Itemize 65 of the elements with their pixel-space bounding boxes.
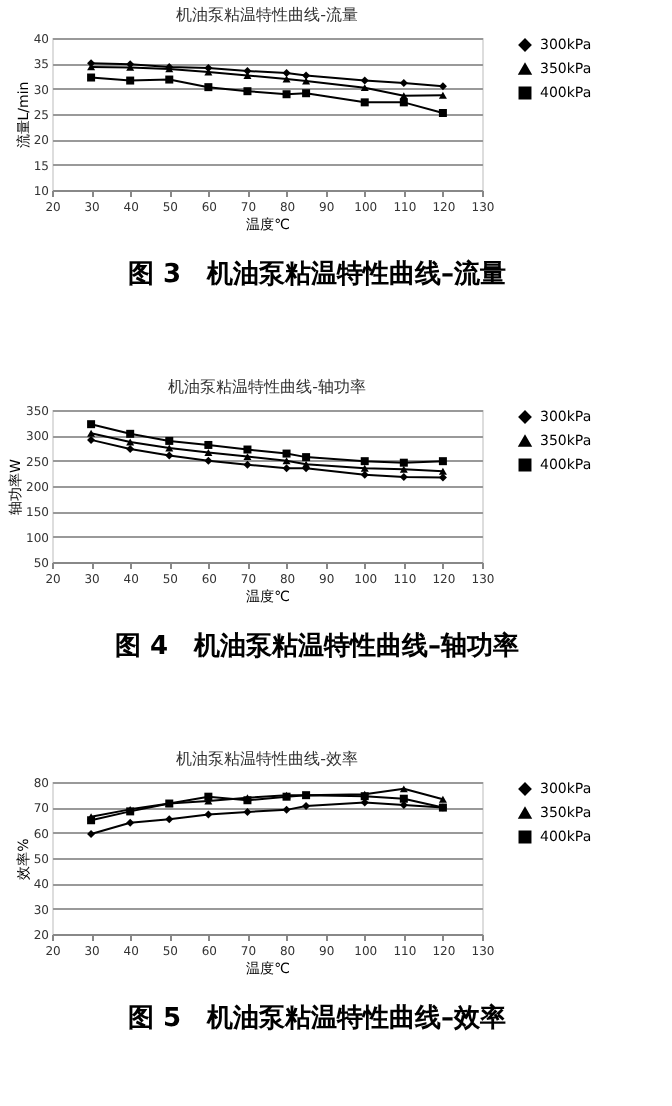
caption: 图 3 机油泵粘温特性曲线–流量: [127, 258, 507, 290]
point: [282, 449, 291, 458]
point: [302, 460, 311, 468]
point: [360, 470, 369, 479]
point: [302, 77, 311, 85]
point: [204, 456, 213, 465]
point: [438, 82, 447, 91]
point: [126, 445, 135, 454]
line-series: [87, 429, 447, 475]
point: [282, 75, 291, 83]
point: [204, 792, 213, 801]
point: [360, 457, 369, 466]
point: [243, 445, 252, 454]
point: [165, 451, 174, 460]
point: [282, 464, 291, 473]
point: [87, 73, 96, 82]
point: [302, 453, 311, 462]
point: [243, 66, 252, 75]
caption: 图 5 机油泵粘温特性曲线–效率: [127, 1002, 507, 1034]
point: [360, 98, 369, 107]
point: [87, 829, 96, 838]
point: [282, 68, 291, 77]
point: [87, 420, 96, 429]
point: [204, 810, 213, 819]
point: [302, 802, 311, 811]
point: [282, 805, 291, 814]
point: [165, 815, 174, 824]
point: [438, 795, 447, 803]
point: [302, 89, 311, 98]
point: [438, 467, 447, 475]
point: [243, 460, 252, 469]
point: [126, 429, 135, 438]
point: [87, 429, 96, 437]
point: [126, 76, 135, 85]
point: [243, 807, 252, 816]
chart-title: 机油泵粘温特性曲线-轴功率: [168, 378, 366, 396]
point: [165, 436, 174, 445]
point: [399, 465, 408, 473]
point: [360, 84, 369, 92]
point: [360, 464, 369, 472]
point: [399, 794, 408, 803]
point: [243, 453, 252, 461]
point: [87, 435, 96, 444]
point: [282, 457, 291, 465]
point: [399, 79, 408, 88]
point: [243, 87, 252, 96]
point: [399, 458, 408, 467]
point: [302, 71, 311, 80]
caption: 图 4 机油泵粘温特性曲线–轴功率: [114, 630, 520, 662]
point: [438, 457, 447, 466]
point: [399, 472, 408, 481]
point: [204, 440, 213, 449]
point: [438, 473, 447, 482]
point: [165, 75, 174, 84]
point: [126, 818, 135, 827]
point: [360, 76, 369, 85]
chart-title: 机油泵粘温特性曲线-流量: [176, 6, 358, 24]
point: [438, 91, 447, 99]
chart-title: 机油泵粘温特性曲线-效率: [176, 750, 358, 768]
point: [204, 83, 213, 92]
point: [243, 72, 252, 79]
point: [438, 108, 447, 117]
point: [204, 449, 213, 457]
point: [282, 90, 291, 99]
point: [399, 98, 408, 107]
